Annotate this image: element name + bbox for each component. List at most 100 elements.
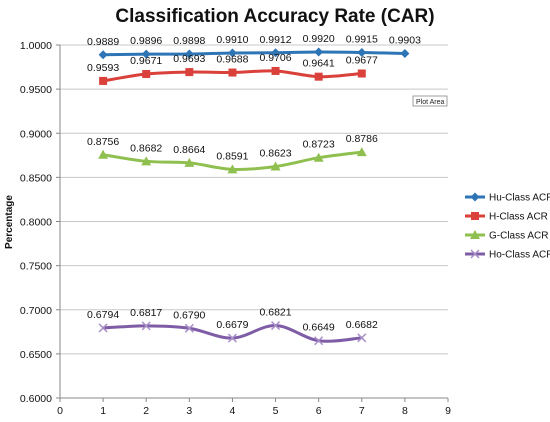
data-label: 0.6821: [259, 307, 291, 319]
data-label: 0.8723: [303, 139, 335, 151]
data-label: 0.8682: [130, 142, 162, 154]
y-tick-label: 1.0000: [20, 40, 52, 52]
data-label: 0.9688: [216, 54, 248, 66]
data-point: [185, 68, 194, 77]
data-label: 0.6649: [303, 322, 335, 334]
data-label: 0.6679: [216, 319, 248, 331]
data-label: 0.9910: [216, 34, 248, 46]
data-point: [98, 149, 109, 159]
y-axis-label: Percentage: [4, 195, 15, 249]
data-point: [271, 48, 281, 58]
data-point: [98, 50, 108, 60]
data-point: [142, 70, 151, 79]
x-tick-label: 7: [359, 405, 365, 417]
data-point: [313, 152, 324, 162]
data-label: 0.9671: [130, 55, 162, 67]
legend-swatch-marker: [470, 249, 480, 259]
x-tick-label: 2: [143, 405, 149, 417]
series-layer: [98, 47, 410, 346]
data-label: 0.9889: [87, 36, 119, 48]
y-tick-label: 0.7000: [20, 305, 52, 317]
data-label: 0.9915: [346, 34, 378, 46]
data-label: 0.9898: [173, 35, 205, 47]
data-label: 0.9896: [130, 35, 162, 47]
legend-label: H-Class ACR: [489, 212, 548, 223]
y-tick-label: 0.9000: [20, 128, 52, 140]
legend: Hu-Class ACR H-Class ACR G-Class ACR Ho-Cla…: [465, 192, 550, 261]
data-label: 0.8623: [259, 148, 291, 160]
data-label: 0.6817: [130, 307, 162, 319]
data-point: [357, 69, 366, 78]
x-tick-label: 9: [445, 405, 451, 417]
series-4: [98, 321, 367, 346]
data-point: [228, 68, 237, 77]
legend-swatch-marker: [470, 230, 480, 239]
y-tick-label: 0.7500: [20, 261, 52, 273]
data-labels: 0.9889 0.9896 0.9898 0.9910 0.9912 0.9920 0.99…: [87, 33, 421, 334]
data-label: 0.6794: [87, 309, 119, 321]
legend-entry-2: H-Class ACR: [465, 212, 548, 223]
data-point: [227, 164, 238, 174]
legend-label: Ho-Class ACR: [489, 250, 550, 261]
data-label: 0.9706: [259, 52, 291, 64]
data-label: 0.8756: [87, 136, 119, 148]
grid-lines: [60, 44, 448, 399]
y-tick-label: 0.8500: [20, 172, 52, 184]
tooltip-text: Plot Area: [416, 99, 445, 106]
series-1: [98, 47, 410, 60]
legend-swatch-marker: [471, 212, 479, 220]
x-tick-label: 0: [57, 405, 63, 417]
data-label: 0.6682: [346, 319, 378, 331]
data-point: [356, 147, 367, 157]
data-label: 0.9641: [303, 58, 335, 70]
legend-label: G-Class ACR: [489, 231, 548, 242]
data-label: 0.8664: [173, 144, 205, 156]
legend-label: Hu-Class ACR: [489, 193, 550, 204]
data-label: 0.9677: [346, 55, 378, 67]
legend-entry-3: G-Class ACR: [465, 230, 548, 242]
tooltip-box: [412, 95, 448, 107]
data-point: [141, 321, 151, 331]
data-point: [141, 156, 152, 166]
x-tick-label: 5: [273, 405, 279, 417]
y-tick-label: 0.6500: [20, 349, 52, 361]
data-point: [357, 333, 367, 343]
data-point: [184, 323, 194, 333]
data-label: 0.6790: [173, 309, 205, 321]
data-point: [227, 48, 237, 58]
data-point: [270, 161, 281, 171]
data-label: 0.8591: [216, 150, 248, 162]
data-point: [357, 48, 367, 58]
data-label: 0.9912: [259, 34, 291, 46]
data-point: [400, 49, 410, 59]
data-point: [184, 157, 195, 167]
data-label: 0.9593: [87, 62, 119, 74]
data-label: 0.9693: [173, 53, 205, 65]
legend-entry-1: Hu-Class ACR: [465, 192, 550, 204]
data-point: [314, 72, 323, 81]
data-point: [98, 323, 108, 333]
plot-area-tooltip: Plot Area: [412, 95, 448, 107]
series-3: [98, 147, 367, 174]
data-label: 0.8786: [346, 133, 378, 145]
data-point: [227, 333, 237, 343]
y-tick-label: 0.6000: [20, 393, 52, 405]
data-point: [99, 76, 108, 85]
data-point: [314, 47, 324, 57]
x-tick-label: 6: [316, 405, 322, 417]
chart-title: Classification Accuracy Rate (CAR): [115, 6, 434, 27]
data-point: [271, 66, 280, 75]
data-label: 0.9903: [389, 35, 421, 47]
data-point: [314, 336, 324, 346]
x-tick-label: 1: [100, 405, 106, 417]
x-tick-label: 8: [402, 405, 408, 417]
data-point: [141, 49, 151, 59]
axes: 0.6000 0.6500 0.7000 0.7500 0.8000 0.8500 0.90…: [20, 40, 451, 417]
series-2: [99, 66, 366, 85]
data-point: [184, 49, 194, 59]
data-point: [271, 321, 281, 331]
legend-swatch-marker: [470, 192, 480, 202]
legend-entry-4: Ho-Class ACR: [465, 249, 550, 261]
